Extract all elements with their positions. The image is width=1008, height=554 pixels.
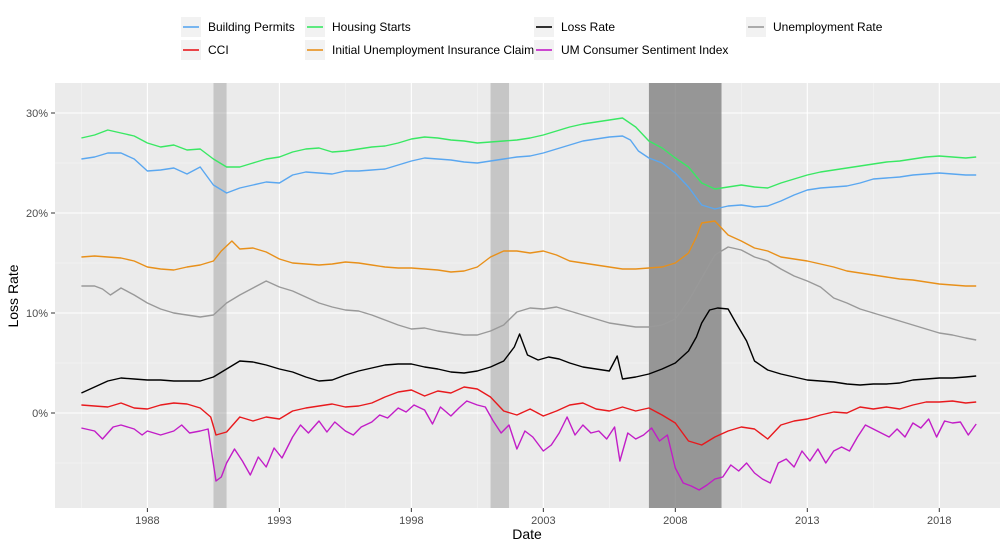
series-lines — [81, 117, 977, 491]
y-axis-title: Loss Rate — [5, 264, 21, 327]
legend-label: Unemployment Rate — [773, 20, 883, 34]
x-tick-label: 2008 — [663, 515, 687, 527]
recession-band — [490, 83, 510, 508]
legend-item: Loss Rate — [534, 17, 615, 37]
legend: Building Permits CCI Housing Starts Initial… — [181, 17, 883, 60]
x-tick-label: 1998 — [399, 515, 423, 527]
x-tick-label: 2018 — [927, 515, 951, 527]
legend-item: Building Permits — [181, 17, 295, 37]
legend-item: CCI — [181, 40, 229, 60]
legend-item: UM Consumer Sentiment Index — [534, 40, 728, 60]
series-line-um-consumer-sentiment-index — [81, 400, 977, 491]
x-axis: 1988 1993 1998 2003 2008 2013 2018 — [135, 508, 952, 527]
x-axis-title: Date — [512, 526, 542, 542]
legend-item: Unemployment Rate — [746, 17, 883, 37]
series-line-loss-rate — [81, 307, 977, 394]
series-line-unemployment-rate — [81, 246, 977, 341]
series-line-initial-unemployment-insurance-claims — [81, 220, 977, 287]
y-tick-label: 30% — [26, 108, 48, 120]
legend-label: Housing Starts — [332, 20, 411, 34]
plot-panel — [55, 83, 1000, 508]
y-tick-label: 10% — [26, 308, 48, 320]
series-line-cci — [81, 386, 977, 446]
legend-item: Housing Starts — [305, 17, 411, 37]
minor-gridlines — [55, 83, 1000, 508]
series-line-housing-starts — [81, 117, 977, 190]
legend-label: UM Consumer Sentiment Index — [561, 43, 728, 57]
y-axis: 0% 10% 20% 30% — [26, 108, 55, 420]
legend-label: Building Permits — [208, 20, 295, 34]
x-tick-label: 2003 — [531, 515, 555, 527]
legend-label: CCI — [208, 43, 229, 57]
y-tick-label: 0% — [32, 408, 48, 420]
major-gridlines — [55, 83, 1000, 508]
series-line-building-permits — [81, 135, 977, 210]
y-tick-label: 20% — [26, 208, 48, 220]
legend-label: Initial Unemployment Insurance Claims — [332, 43, 540, 57]
x-tick-label: 1993 — [267, 515, 291, 527]
legend-label: Loss Rate — [561, 20, 615, 34]
recession-band — [213, 83, 227, 508]
legend-item: Initial Unemployment Insurance Claims — [305, 40, 540, 60]
x-tick-label: 2013 — [795, 515, 819, 527]
x-tick-label: 1988 — [135, 515, 159, 527]
